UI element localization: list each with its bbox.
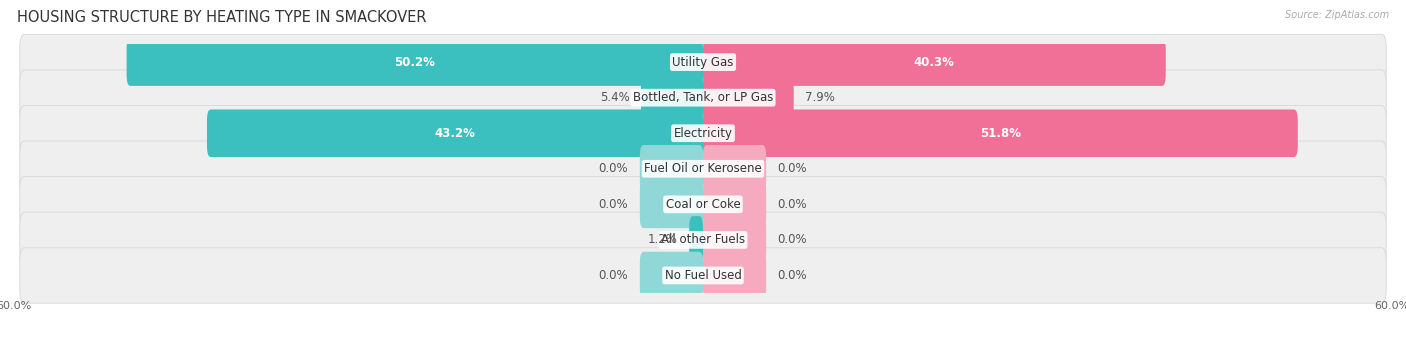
FancyBboxPatch shape — [20, 212, 1386, 268]
Text: 50.2%: 50.2% — [394, 56, 436, 69]
FancyBboxPatch shape — [640, 181, 703, 228]
Text: 0.0%: 0.0% — [778, 162, 807, 175]
Text: Electricity: Electricity — [673, 127, 733, 140]
FancyBboxPatch shape — [703, 109, 1298, 157]
Text: Coal or Coke: Coal or Coke — [665, 198, 741, 211]
FancyBboxPatch shape — [20, 70, 1386, 125]
Text: 5.4%: 5.4% — [600, 91, 630, 104]
Text: Fuel Oil or Kerosene: Fuel Oil or Kerosene — [644, 162, 762, 175]
Text: HOUSING STRUCTURE BY HEATING TYPE IN SMACKOVER: HOUSING STRUCTURE BY HEATING TYPE IN SMA… — [17, 10, 426, 25]
FancyBboxPatch shape — [20, 141, 1386, 196]
Text: 7.9%: 7.9% — [806, 91, 835, 104]
Text: 0.0%: 0.0% — [599, 198, 628, 211]
FancyBboxPatch shape — [207, 109, 703, 157]
FancyBboxPatch shape — [689, 216, 703, 264]
FancyBboxPatch shape — [703, 216, 766, 264]
FancyBboxPatch shape — [703, 181, 766, 228]
FancyBboxPatch shape — [127, 38, 703, 86]
FancyBboxPatch shape — [640, 145, 703, 193]
Text: Source: ZipAtlas.com: Source: ZipAtlas.com — [1285, 10, 1389, 20]
FancyBboxPatch shape — [20, 34, 1386, 90]
Text: 40.3%: 40.3% — [914, 56, 955, 69]
Text: 1.2%: 1.2% — [648, 234, 678, 247]
FancyBboxPatch shape — [640, 252, 703, 299]
Text: 0.0%: 0.0% — [599, 162, 628, 175]
Text: 51.8%: 51.8% — [980, 127, 1021, 140]
Text: No Fuel Used: No Fuel Used — [665, 269, 741, 282]
FancyBboxPatch shape — [703, 252, 766, 299]
FancyBboxPatch shape — [703, 74, 794, 121]
Text: Utility Gas: Utility Gas — [672, 56, 734, 69]
FancyBboxPatch shape — [20, 248, 1386, 303]
FancyBboxPatch shape — [641, 74, 703, 121]
Text: 0.0%: 0.0% — [778, 234, 807, 247]
FancyBboxPatch shape — [20, 177, 1386, 232]
Text: Bottled, Tank, or LP Gas: Bottled, Tank, or LP Gas — [633, 91, 773, 104]
Text: 0.0%: 0.0% — [778, 198, 807, 211]
Text: 43.2%: 43.2% — [434, 127, 475, 140]
FancyBboxPatch shape — [703, 38, 1166, 86]
Text: 0.0%: 0.0% — [599, 269, 628, 282]
Text: All other Fuels: All other Fuels — [661, 234, 745, 247]
FancyBboxPatch shape — [20, 105, 1386, 161]
FancyBboxPatch shape — [703, 145, 766, 193]
Text: 0.0%: 0.0% — [778, 269, 807, 282]
